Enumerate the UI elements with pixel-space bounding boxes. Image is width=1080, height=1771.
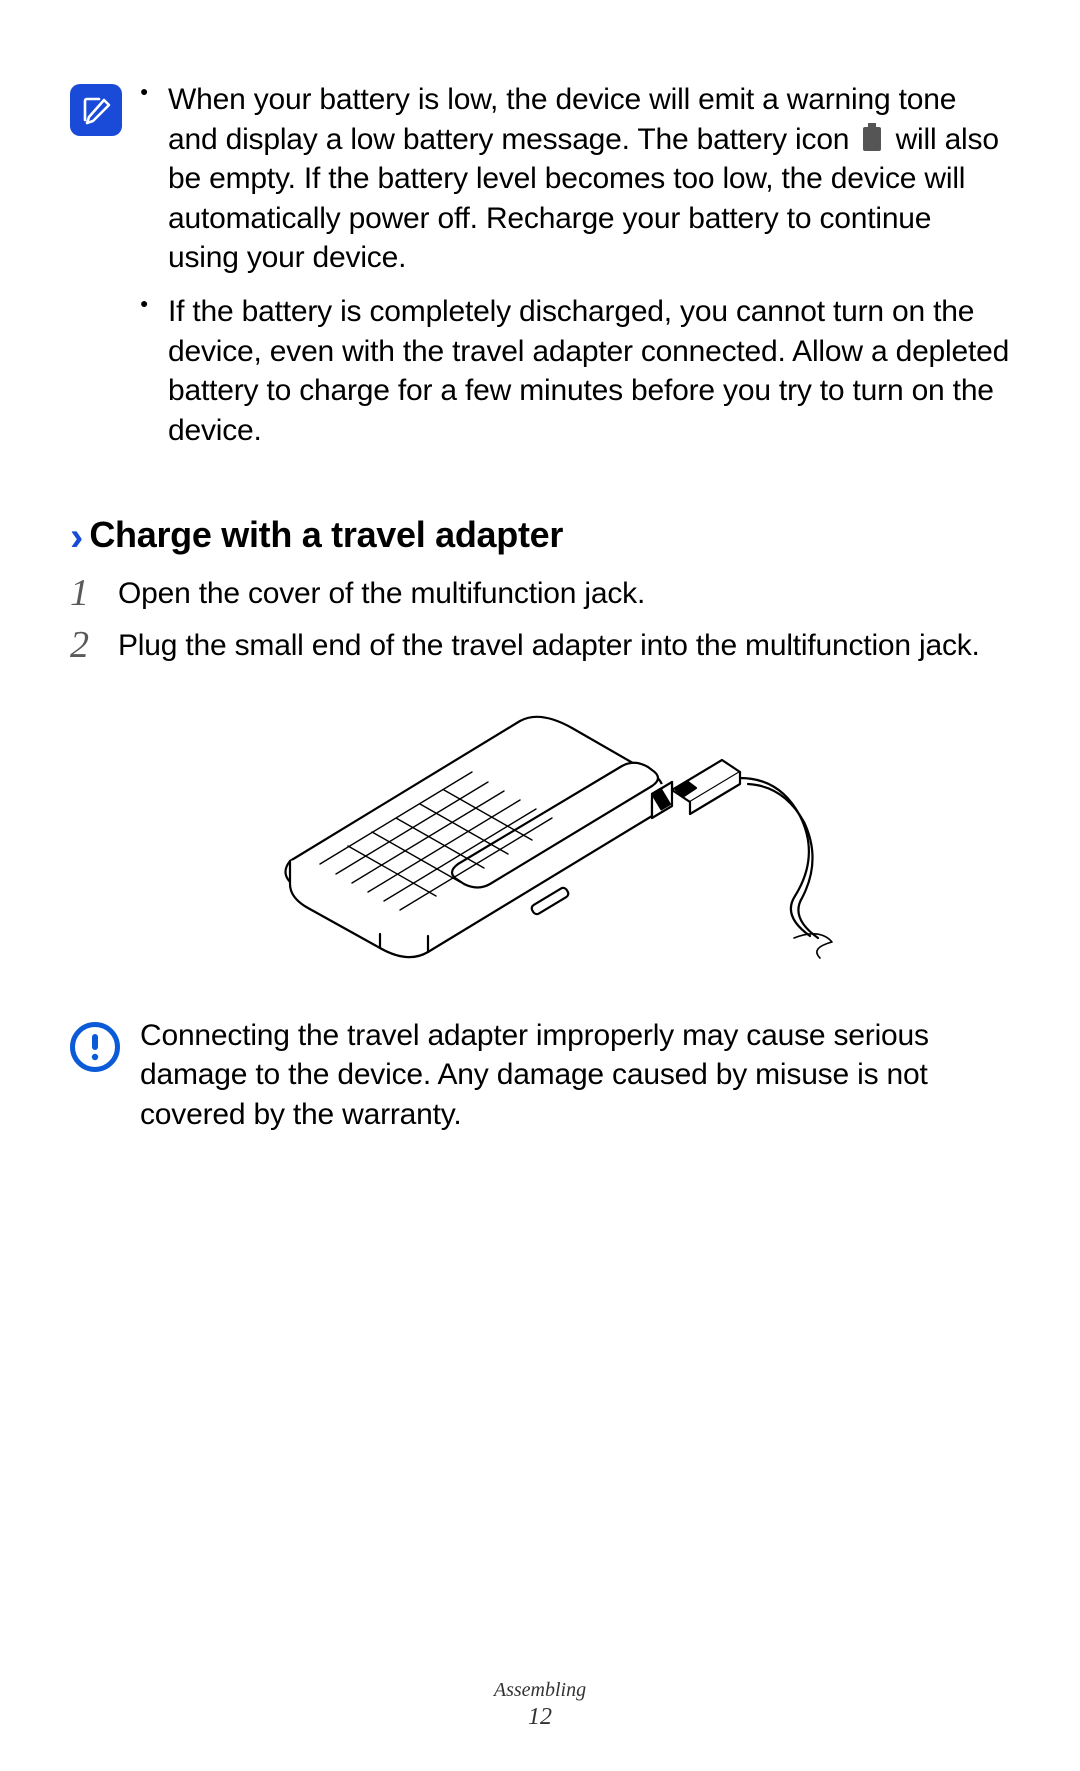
note-item-1-pre: When your battery is low, the device wil… xyxy=(168,83,956,156)
page-content: When your battery is low, the device wil… xyxy=(0,0,1080,1134)
step-2-text: Plug the small end of the travel adapter… xyxy=(118,624,1010,666)
battery-empty-icon xyxy=(861,122,883,150)
note-item-1: When your battery is low, the device wil… xyxy=(140,80,1010,278)
caution-exclamation-icon xyxy=(70,1022,120,1072)
step-1-number: 1 xyxy=(70,572,118,612)
section-title: Charge with a travel adapter xyxy=(89,514,563,556)
footer-section-name: Assembling xyxy=(0,1679,1080,1702)
caution-icon-container xyxy=(70,1022,126,1072)
step-1: 1 Open the cover of the multifunction ja… xyxy=(70,572,1010,614)
note-list: When your battery is low, the device wil… xyxy=(140,80,1010,464)
caution-text: Connecting the travel adapter improperly… xyxy=(140,1016,1010,1135)
step-1-text: Open the cover of the multifunction jack… xyxy=(118,572,1010,614)
footer-page-number: 12 xyxy=(0,1704,1080,1731)
note-pencil-icon xyxy=(70,84,122,136)
section-heading: › Charge with a travel adapter xyxy=(70,514,1010,556)
chevron-right-icon: › xyxy=(70,517,83,557)
note-icon-container xyxy=(70,84,126,136)
charging-illustration xyxy=(70,686,1010,986)
step-2: 2 Plug the small end of the travel adapt… xyxy=(70,624,1010,666)
caution-block: Connecting the travel adapter improperly… xyxy=(70,1016,1010,1135)
page-footer: Assembling 12 xyxy=(0,1679,1080,1731)
note-item-2: If the battery is completely discharged,… xyxy=(140,292,1010,450)
note-block: When your battery is low, the device wil… xyxy=(70,80,1010,464)
step-2-number: 2 xyxy=(70,624,118,664)
